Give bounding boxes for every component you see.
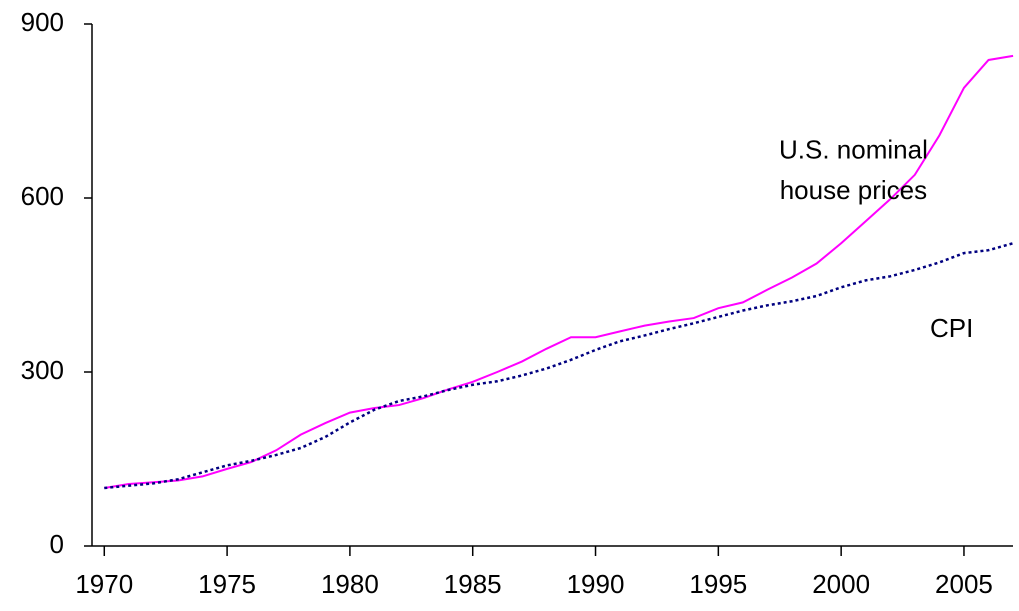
annotation: CPI bbox=[930, 313, 973, 343]
x-tick-label: 1970 bbox=[75, 569, 133, 599]
x-tick-label: 1995 bbox=[689, 569, 747, 599]
line-series bbox=[104, 54, 1014, 489]
y-tick-label: 900 bbox=[21, 7, 64, 37]
y-tick-label: 600 bbox=[21, 181, 64, 211]
x-tick-label: 1990 bbox=[567, 569, 625, 599]
x-tick-label: 1985 bbox=[444, 569, 502, 599]
x-tick-label: 1980 bbox=[321, 569, 379, 599]
annotation: house prices bbox=[780, 175, 927, 205]
x-tick-label: 2005 bbox=[935, 569, 993, 599]
line-series bbox=[104, 242, 1014, 490]
y-tick-label: 0 bbox=[50, 529, 64, 559]
x-tick-label: 1975 bbox=[198, 569, 256, 599]
annotation: U.S. nominal bbox=[779, 134, 928, 164]
x-tick-label: 2000 bbox=[812, 569, 870, 599]
y-tick-label: 300 bbox=[21, 355, 64, 385]
